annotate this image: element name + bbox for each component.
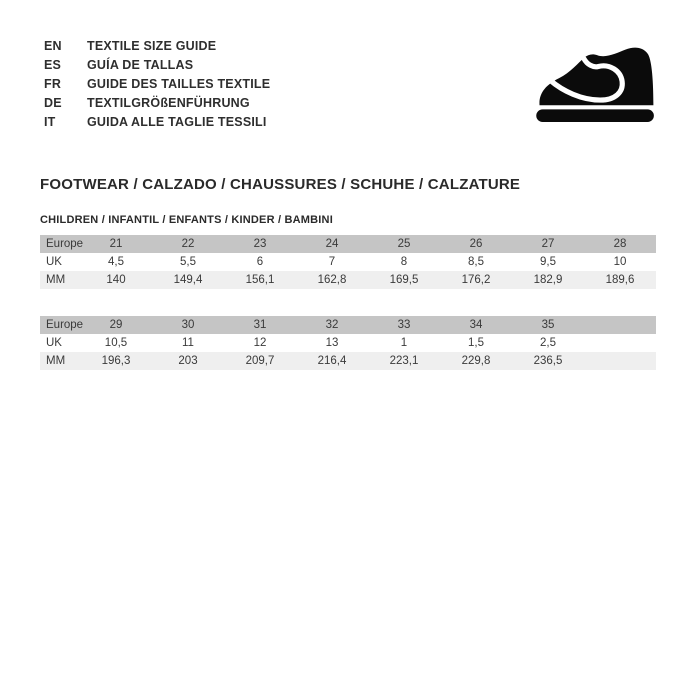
size-cell: 8,5 — [440, 253, 512, 271]
size-cell: 216,4 — [296, 352, 368, 370]
size-cell: 203 — [152, 352, 224, 370]
size-cell: 12 — [224, 334, 296, 352]
size-cell: 236,5 — [512, 352, 584, 370]
language-row-en: EN TEXTILE SIZE GUIDE — [44, 36, 270, 55]
size-cell: 29 — [80, 316, 152, 334]
size-cell: 4,5 — [80, 253, 152, 271]
size-table-children-1: Europe 21 22 23 24 25 26 27 28 UK 4,5 5,… — [40, 235, 656, 289]
table-row-uk: UK 10,5 11 12 13 1 1,5 2,5 — [40, 334, 656, 352]
language-code: IT — [44, 114, 56, 129]
size-cell: 223,1 — [368, 352, 440, 370]
table-row-europe: Europe 21 22 23 24 25 26 27 28 — [40, 235, 656, 253]
size-cell: 156,1 — [224, 271, 296, 289]
size-cell: 1 — [368, 334, 440, 352]
row-label: UK — [40, 334, 80, 352]
size-cell: 196,3 — [80, 352, 152, 370]
language-row-fr: FR GUIDE DES TAILLES TEXTILE — [44, 74, 270, 93]
row-label: Europe — [40, 316, 83, 334]
size-cell: 8 — [368, 253, 440, 271]
size-cell: 2,5 — [512, 334, 584, 352]
size-cell: 25 — [368, 235, 440, 253]
shoe-icon-svg — [536, 47, 654, 122]
language-code: DE — [44, 95, 62, 110]
size-cell: 5,5 — [152, 253, 224, 271]
size-cell: 7 — [296, 253, 368, 271]
size-cell: 189,6 — [584, 271, 656, 289]
language-code: ES — [44, 57, 62, 72]
size-cell: 162,8 — [296, 271, 368, 289]
size-table-children-2: Europe 29 30 31 32 33 34 35 UK 10,5 11 1… — [40, 316, 656, 370]
size-cell: 32 — [296, 316, 368, 334]
row-label: UK — [40, 253, 80, 271]
size-cell: 9,5 — [512, 253, 584, 271]
size-cell: 31 — [224, 316, 296, 334]
size-cell: 26 — [440, 235, 512, 253]
size-cell: 22 — [152, 235, 224, 253]
size-cell: 34 — [440, 316, 512, 334]
size-cell: 27 — [512, 235, 584, 253]
size-cell: 182,9 — [512, 271, 584, 289]
table-row-mm: MM 140 149,4 156,1 162,8 169,5 176,2 182… — [40, 271, 656, 289]
size-cell: 30 — [152, 316, 224, 334]
language-row-de: DE TEXTILGRÖßENFÜHRUNG — [44, 93, 270, 112]
size-cell: 13 — [296, 334, 368, 352]
size-cell: 149,4 — [152, 271, 224, 289]
size-cell — [584, 334, 656, 352]
row-label: MM — [40, 271, 80, 289]
size-cell: 229,8 — [440, 352, 512, 370]
size-cell: 10 — [584, 253, 656, 271]
size-cell: 209,7 — [224, 352, 296, 370]
children-shoe-icon — [528, 38, 664, 136]
language-code: EN — [44, 38, 62, 53]
language-code: FR — [44, 76, 62, 91]
size-cell: 28 — [584, 235, 656, 253]
table-row-uk: UK 4,5 5,5 6 7 8 8,5 9,5 10 — [40, 253, 656, 271]
size-cell: 33 — [368, 316, 440, 334]
section-title: FOOTWEAR / CALZADO / CHAUSSURES / SCHUHE… — [40, 176, 521, 193]
size-cell: 21 — [80, 235, 152, 253]
language-title: GUÍA DE TALLAS — [87, 57, 194, 72]
language-title: TEXTILE SIZE GUIDE — [87, 38, 217, 53]
language-list: EN TEXTILE SIZE GUIDE ES GUÍA DE TALLAS … — [44, 36, 270, 131]
table-row-mm: MM 196,3 203 209,7 216,4 223,1 229,8 236… — [40, 352, 656, 370]
table-row-europe: Europe 29 30 31 32 33 34 35 — [40, 316, 656, 334]
size-cell: 11 — [152, 334, 224, 352]
size-cell: 6 — [224, 253, 296, 271]
size-cell — [584, 352, 656, 370]
size-cell: 169,5 — [368, 271, 440, 289]
language-title: GUIDA ALLE TAGLIE TESSILI — [87, 114, 267, 129]
size-cell — [584, 316, 656, 334]
size-cell: 23 — [224, 235, 296, 253]
language-title: GUIDE DES TAILLES TEXTILE — [87, 76, 271, 91]
size-cell: 140 — [80, 271, 152, 289]
language-row-it: IT GUIDA ALLE TAGLIE TESSILI — [44, 112, 270, 131]
size-cell: 1,5 — [440, 334, 512, 352]
size-cell: 176,2 — [440, 271, 512, 289]
section-subtitle: CHILDREN / INFANTIL / ENFANTS / KINDER /… — [40, 214, 333, 226]
row-label: MM — [40, 352, 80, 370]
language-title: TEXTILGRÖßENFÜHRUNG — [87, 95, 250, 110]
row-label: Europe — [40, 235, 83, 253]
size-cell: 10,5 — [80, 334, 152, 352]
size-cell: 35 — [512, 316, 584, 334]
language-row-es: ES GUÍA DE TALLAS — [44, 55, 270, 74]
size-cell: 24 — [296, 235, 368, 253]
